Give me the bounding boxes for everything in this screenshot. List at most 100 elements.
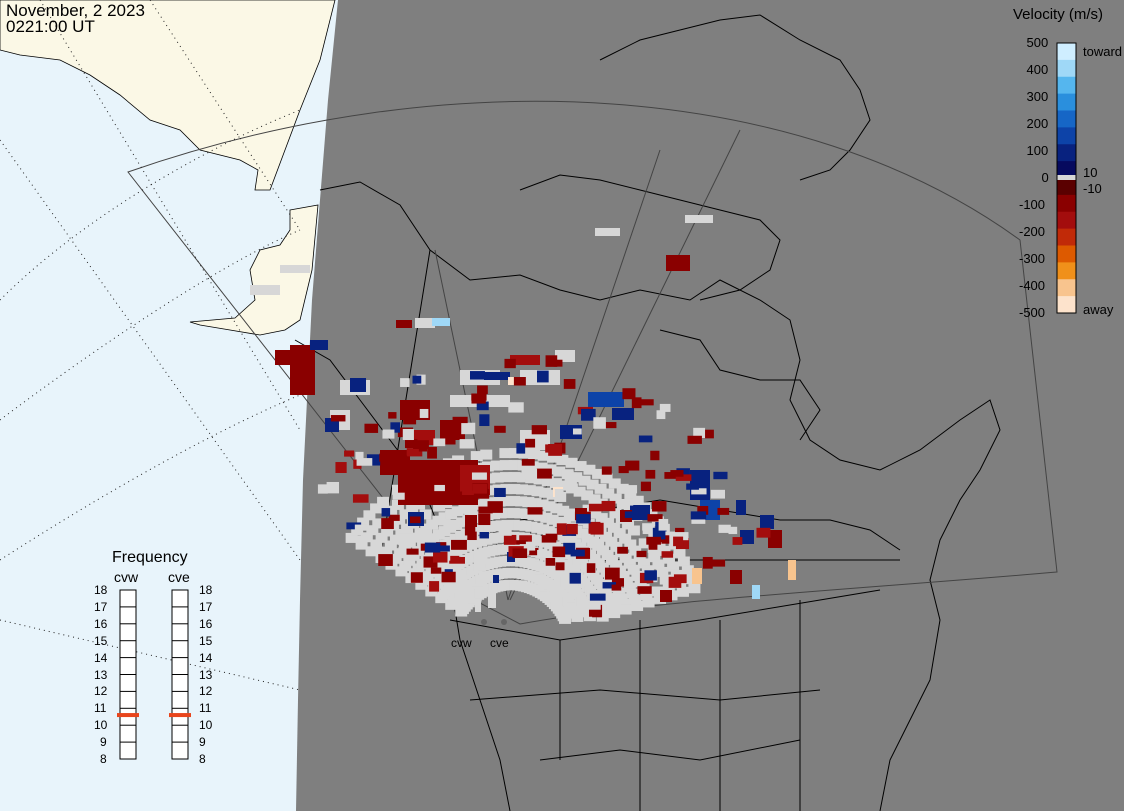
velocity-cell-away: [646, 537, 661, 545]
velocity-cell-away: [528, 507, 543, 514]
velocity-cell-away: [525, 439, 535, 448]
colorbar-tick-label: 300: [1027, 89, 1049, 104]
velocity-cell-away: [335, 462, 346, 473]
ground-scatter-cell: [711, 490, 725, 499]
site-label-cvw: cvw: [451, 636, 472, 650]
velocity-cell-toward: [639, 436, 653, 443]
velocity-cell-toward: [590, 594, 606, 601]
colorbar-ground-scatter-band: [1057, 175, 1076, 180]
ground-scatter-cell: [659, 519, 669, 531]
velocity-cell-away: [477, 385, 488, 394]
velocity-cell-toward: [713, 472, 727, 479]
velocity-cell-away: [478, 514, 490, 525]
ground-scatter-cell: [685, 215, 713, 223]
velocity-cell-away: [450, 556, 459, 563]
ground-scatter-cell: [606, 593, 621, 605]
velocity-cell-toward: [612, 408, 634, 420]
freq-radar-cve: cve: [168, 569, 190, 585]
velocity-cell-away: [660, 590, 672, 602]
velocity-cell-away: [275, 350, 293, 365]
ground-scatter-cell: [480, 450, 492, 460]
ground-scatter-cell: [443, 520, 458, 530]
velocity-cell-away: [407, 549, 419, 555]
frequency-tick-left: 13: [94, 668, 107, 682]
ground-scatter-cell: [398, 533, 411, 545]
velocity-cell-away: [589, 522, 601, 534]
ground-scatter-cell: [593, 417, 606, 429]
velocity-cell-toward: [571, 550, 585, 557]
velocity-cell-away: [542, 535, 557, 542]
ground-scatter-cell: [475, 600, 481, 612]
velocity-cell-away: [504, 535, 516, 545]
frequency-tick-right: 17: [199, 600, 212, 614]
ground-scatter-cell: [433, 438, 445, 446]
velocity-cell-away: [465, 515, 477, 527]
site-label-cve: cve: [490, 636, 509, 650]
ground-scatter-cell: [400, 378, 409, 387]
ground-scatter-cell: [318, 484, 328, 493]
ground-scatter-cell: [628, 525, 640, 535]
velocity-cell-away: [712, 560, 725, 567]
velocity-cell-away: [431, 568, 441, 574]
velocity-cell-away: [619, 466, 629, 473]
away-label: away: [1083, 302, 1113, 317]
velocity-cell-away: [548, 444, 562, 456]
colorbar-title: Velocity (m/s): [1013, 6, 1103, 23]
colorbar-tick-label: -400: [1019, 278, 1045, 293]
ground-scatter-cell: [434, 485, 445, 491]
velocity-cell-away: [589, 504, 603, 512]
velocity-cell-away: [556, 562, 565, 570]
velocity-cell-toward: [413, 376, 422, 384]
velocity-cell-away: [557, 523, 567, 534]
velocity-cell-toward-fast: [432, 318, 450, 326]
velocity-cell-toward: [484, 372, 510, 380]
velocity-cell-away: [666, 255, 690, 271]
velocity-cell-away: [567, 524, 578, 534]
velocity-cell-away: [364, 424, 378, 433]
colorbar-tick-label: 400: [1027, 62, 1049, 77]
velocity-cell-away: [622, 388, 635, 399]
velocity-cell-away: [554, 360, 563, 367]
velocity-cell-away: [453, 417, 468, 423]
colorbar-tick-label: 200: [1027, 116, 1049, 131]
ground-scatter-cell: [573, 428, 582, 434]
frequency-tick-right: 13: [199, 668, 212, 682]
velocity-cell-away: [617, 547, 628, 554]
velocity-cell-toward: [470, 371, 485, 379]
tick-minus10-label: -10: [1083, 181, 1102, 196]
velocity-cell-away: [396, 320, 412, 328]
velocity-cell-toward: [480, 532, 489, 538]
ground-scatter-cell: [565, 472, 577, 483]
velocity-cell-away-fast: [692, 568, 702, 584]
ground-scatter-cell: [460, 439, 475, 448]
colorbar-segment: [1057, 212, 1076, 229]
velocity-cell-away: [415, 462, 424, 473]
velocity-cell-away: [602, 466, 612, 474]
frequency-marker-cve: [169, 713, 191, 717]
colorbar-tick-label: -300: [1019, 251, 1045, 266]
velocity-cell-away: [612, 585, 622, 591]
ground-scatter-cell: [474, 556, 488, 564]
site-marker-cvw: [481, 619, 487, 625]
ground-scatter-cell: [608, 608, 620, 618]
velocity-cell-away: [403, 416, 416, 425]
velocity-cell-away: [378, 554, 393, 566]
ground-scatter-cell: [643, 597, 655, 607]
colorbar-tick-label: 100: [1027, 143, 1049, 158]
velocity-cell-away: [730, 570, 742, 584]
velocity-cell-toward: [537, 371, 549, 383]
velocity-cell-away: [703, 557, 713, 569]
colorbar-segment: [1057, 229, 1076, 246]
frequency-tick-right: 16: [199, 617, 212, 631]
velocity-cell-away: [640, 399, 654, 405]
ground-scatter-cell: [472, 472, 487, 479]
velocity-cell-away: [397, 455, 407, 464]
ground-scatter-cell: [355, 525, 367, 531]
frequency-tick-left: 9: [100, 735, 107, 749]
ground-scatter-cell: [537, 550, 546, 558]
velocity-cell-toward: [691, 511, 706, 519]
ground-scatter-cell: [508, 402, 523, 412]
ground-scatter-cell: [499, 527, 512, 536]
velocity-cell-away: [641, 482, 651, 491]
velocity-cell-away: [429, 581, 439, 592]
